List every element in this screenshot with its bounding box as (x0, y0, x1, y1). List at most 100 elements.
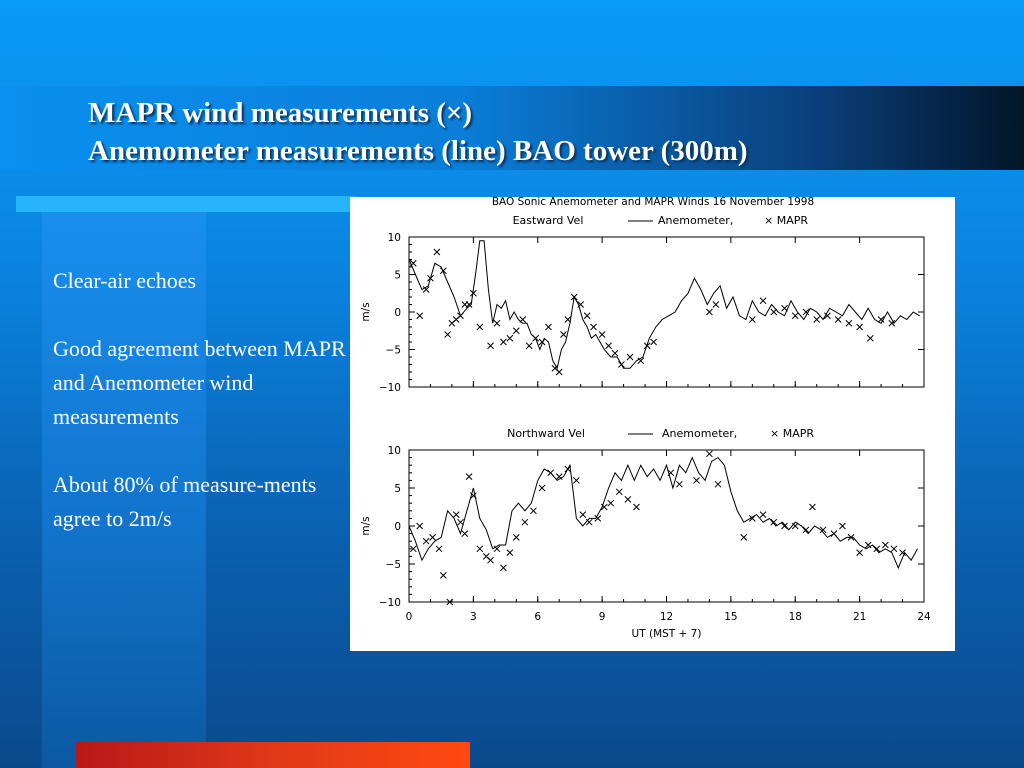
mapr-point (802, 308, 810, 316)
mapr-point (525, 342, 533, 350)
bullet-item: Clear-air echoes (53, 268, 197, 293)
mapr-point (770, 308, 778, 316)
x-tick-label: 0 (406, 611, 413, 623)
mapr-point (706, 450, 713, 458)
mapr-point (864, 541, 872, 549)
x-tick-label: 18 (789, 611, 802, 623)
mapr-point (856, 323, 863, 331)
mapr-point (888, 319, 896, 327)
y-tick-label: −10 (379, 597, 401, 609)
mapr-point (839, 522, 846, 530)
mapr-point (618, 361, 625, 368)
wind-charts: BAO Sonic Anemometer and MAPR Winds 16 N… (360, 197, 931, 640)
mapr-point (693, 477, 700, 484)
mapr-point (416, 522, 424, 530)
mapr-point (476, 545, 484, 553)
mapr-point (867, 334, 874, 342)
mapr-point (770, 518, 778, 526)
mapr-point (560, 331, 567, 338)
mapr-point (626, 353, 634, 361)
mapr-point (465, 301, 473, 308)
mapr-point (813, 316, 821, 323)
mapr-point (538, 338, 546, 346)
mapr-point (493, 545, 501, 553)
mapr-point (712, 301, 720, 308)
mapr-point (650, 338, 657, 346)
legend-anemometer-label: Anemometer, (662, 427, 737, 440)
mapr-point (615, 488, 623, 496)
bullet-list: Clear-air echoes Good agreement between … (53, 264, 353, 570)
mapr-point (847, 534, 855, 541)
mapr-point (819, 526, 827, 534)
mapr-point (570, 293, 578, 301)
mapr-point (416, 312, 424, 320)
accent-line (16, 196, 356, 212)
mapr-point (493, 319, 501, 327)
mapr-point (545, 323, 552, 331)
mapr-point (791, 312, 799, 320)
mapr-point (427, 274, 434, 282)
legend-mapr-label: × MAPR (764, 214, 808, 227)
x-tick-label: 21 (853, 611, 866, 623)
mapr-point (633, 503, 640, 511)
mapr-point (781, 304, 788, 312)
y-tick-label: 10 (388, 232, 401, 244)
mapr-point (457, 518, 464, 526)
mapr-point (809, 503, 816, 511)
mapr-point (585, 518, 593, 526)
mapr-point (791, 522, 799, 530)
mapr-point (521, 518, 529, 526)
mapr-point (457, 312, 464, 320)
mapr-point (487, 556, 494, 564)
mapr-point (845, 319, 853, 327)
bullet-item: About 80% of measure-ments agree to 2m/s (53, 472, 317, 531)
mapr-point (748, 515, 756, 522)
x-tick-label: 6 (534, 611, 541, 623)
mapr-point (530, 507, 537, 515)
mapr-point (532, 334, 539, 342)
mapr-point (624, 496, 632, 503)
mapr-point (409, 259, 417, 267)
mapr-point (583, 312, 591, 320)
mapr-point (476, 323, 484, 331)
mapr-point (873, 545, 881, 553)
mapr-point (598, 331, 606, 338)
x-tick-label: 9 (599, 611, 606, 623)
mapr-point (706, 308, 713, 316)
mapr-point (461, 530, 469, 537)
chart-panel: BAO Sonic Anemometer and MAPR Winds 16 N… (350, 197, 955, 651)
x-axis-label: UT (MST + 7) (632, 628, 702, 640)
x-tick-label: 3 (470, 611, 477, 623)
mapr-point (506, 549, 514, 556)
mapr-point (824, 312, 831, 320)
chart-subtitle: Eastward Vel (513, 214, 584, 227)
mapr-point (637, 357, 645, 365)
mapr-point (607, 499, 615, 507)
mapr-point (547, 469, 554, 477)
mapr-point (834, 316, 842, 323)
title-bar (0, 86, 1024, 170)
mapr-point (714, 480, 722, 488)
mapr-point (676, 480, 683, 488)
y-tick-label: 0 (394, 521, 401, 533)
mapr-point (446, 598, 454, 606)
mapr-point (506, 334, 514, 342)
mapr-point (564, 316, 572, 323)
mapr-point (500, 564, 507, 572)
mapr-point (564, 465, 572, 473)
mapr-point (452, 511, 460, 518)
anemometer-line (408, 456, 919, 570)
mapr-point (781, 522, 788, 530)
y-tick-label: −5 (386, 559, 401, 571)
bullet-item: Good agreement between MAPR and Anemomet… (53, 336, 346, 429)
mapr-point (611, 349, 619, 357)
legend-mapr-label: × MAPR (770, 427, 814, 440)
background-band (42, 210, 206, 768)
mapr-point (759, 511, 767, 518)
mapr-point (643, 342, 651, 350)
x-tick-label: 24 (917, 611, 931, 623)
mapr-point (409, 545, 417, 553)
mapr-point (877, 316, 885, 323)
mapr-point (500, 338, 507, 346)
mapr-point (890, 545, 898, 553)
